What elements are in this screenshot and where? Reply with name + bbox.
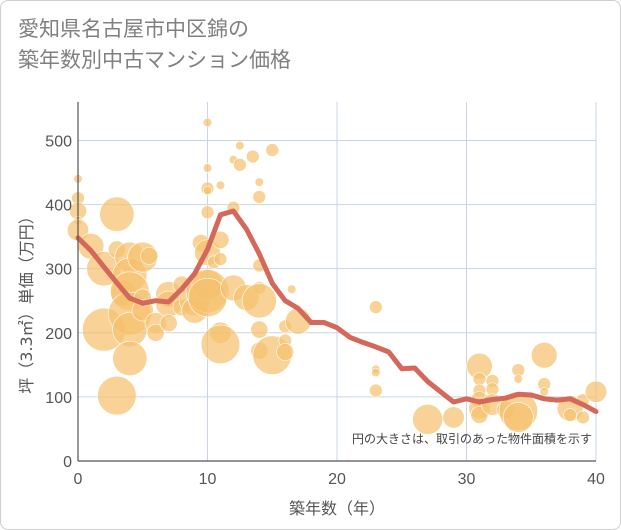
bubble-point-10	[97, 375, 137, 416]
bubble-point-58	[241, 283, 277, 319]
bubble-series	[66, 117, 608, 435]
bubble-point-46	[200, 324, 241, 364]
bubble-point-50	[235, 140, 245, 151]
x-tick-label-3: 30	[458, 471, 476, 488]
bubble-point-72	[412, 403, 444, 435]
bubble-point-73	[442, 406, 465, 429]
bubble-point-33	[202, 163, 213, 173]
bubble-point-71	[369, 383, 383, 398]
bubble-point-23	[146, 323, 165, 342]
bubble-point-59	[250, 320, 269, 339]
x-axis-label: 築年数（年）	[289, 499, 385, 518]
y-tick-labels: 0 100 200 300 400 500	[45, 133, 72, 471]
bubble-point-35	[202, 185, 213, 196]
trend-line	[75, 208, 599, 415]
bubble-point-95	[584, 380, 608, 403]
y-tick-label-1: 100	[45, 390, 72, 407]
bubble-point-21	[140, 246, 159, 265]
bubble-point-87	[502, 402, 534, 433]
x-tick-label-0: 0	[74, 471, 83, 488]
y-axis-label: 坪（3.3㎡）単価（万円）	[17, 208, 36, 393]
y-tick-label-2: 200	[45, 326, 72, 343]
chart-title: 愛知県名古屋市中区錦の 築年数別中古マンション価格	[18, 14, 291, 76]
x-tick-labels: 0 10 20 30 40	[74, 471, 605, 488]
x-tick-label-2: 20	[328, 471, 346, 488]
bubble-point-61	[265, 143, 279, 157]
bubble-point-75	[472, 372, 487, 386]
bubble-point-54	[254, 177, 264, 187]
bubble-point-65	[276, 343, 295, 361]
y-tick-label-0: 0	[63, 454, 72, 471]
bubble-point-93	[576, 410, 590, 425]
bubble-point-66	[287, 284, 297, 294]
bubble-point-32	[202, 117, 213, 128]
bubble-point-42	[215, 180, 226, 190]
size-annotation: 円の大きさは、取引のあった物件面積を示す	[352, 431, 592, 446]
title-line-1: 愛知県名古屋市中区錦の	[18, 17, 249, 41]
y-tick-label-3: 300	[45, 262, 72, 279]
bubble-point-51	[233, 158, 247, 172]
title-line-2: 築年数別中古マンション価格	[18, 48, 291, 72]
y-tick-label-5: 500	[45, 133, 72, 150]
x-tick-label-1: 10	[199, 471, 217, 488]
y-tick-label-4: 400	[45, 198, 72, 215]
bubble-point-88	[530, 342, 558, 369]
bubble-point-70	[371, 367, 381, 378]
bubble-point-55	[252, 190, 267, 204]
bubble-point-44	[213, 252, 228, 266]
bubble-point-8	[99, 196, 135, 232]
bubble-point-53	[246, 149, 260, 164]
bubble-point-90	[539, 387, 549, 397]
bubble-point-26	[159, 314, 178, 333]
bubble-point-85	[513, 374, 523, 384]
bubble-point-92	[563, 408, 577, 422]
bubble-point-68	[369, 300, 383, 314]
bubble-point-36	[200, 205, 215, 220]
x-tick-label-4: 40	[587, 471, 605, 488]
bubble-point-17	[112, 340, 148, 376]
